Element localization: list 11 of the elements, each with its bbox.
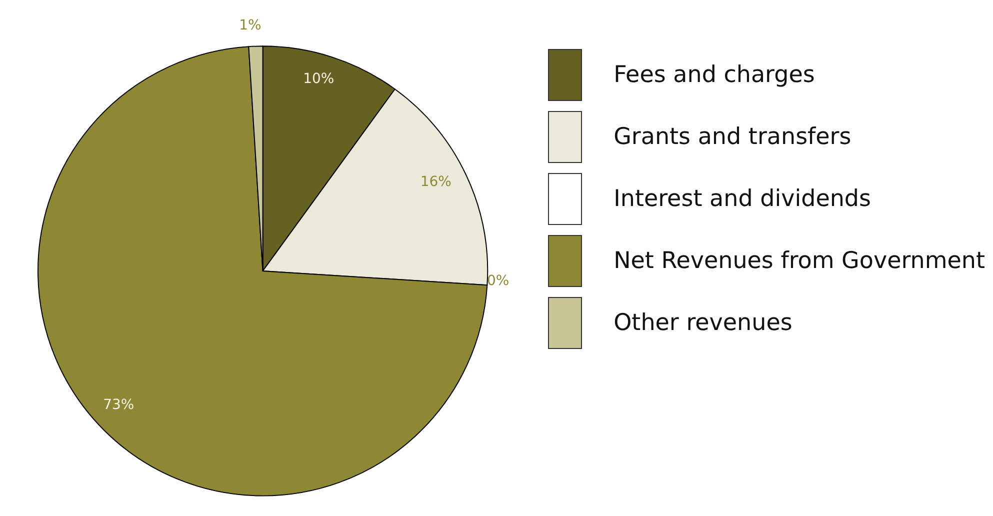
legend-label: Fees and charges bbox=[614, 62, 815, 88]
legend-label: Grants and transfers bbox=[614, 124, 852, 150]
pie-slice bbox=[38, 46, 488, 496]
data-label: 1% bbox=[239, 17, 262, 34]
legend-label: Interest and dividends bbox=[614, 186, 872, 212]
text: 0% bbox=[487, 273, 510, 290]
legend-label: Net Revenues from Government bbox=[614, 248, 985, 274]
data-label: 10% bbox=[303, 70, 334, 87]
data-label: 16% bbox=[420, 174, 452, 190]
data-label: 73% bbox=[103, 397, 134, 414]
legend-label: Other revenues bbox=[614, 310, 792, 336]
